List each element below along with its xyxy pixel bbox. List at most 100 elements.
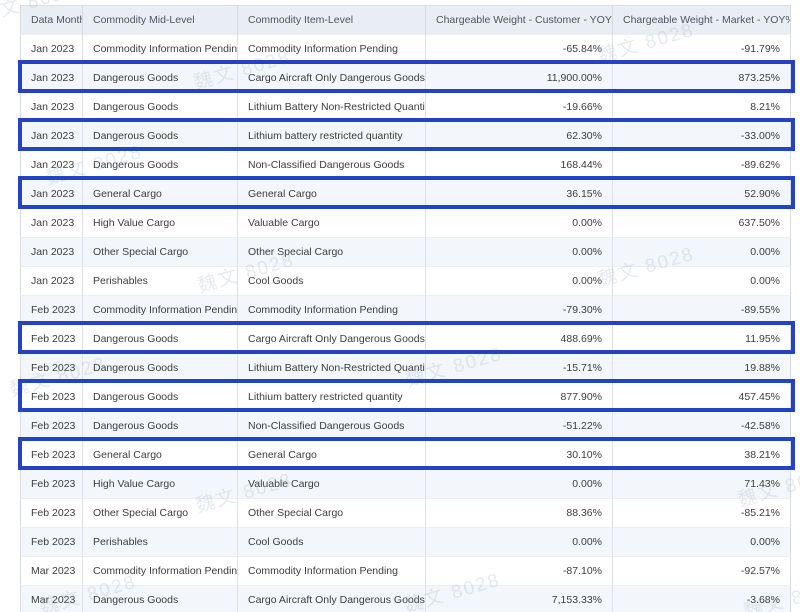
cell-customer: -79.30% [425,295,613,325]
table-row: Jan 2023 Perishables Cool Goods 0.00% 0.00% [20,266,791,296]
cell-mid: Dangerous Goods [82,382,238,412]
table-row: Feb 2023 Dangerous Goods Non-Classified Da… [20,411,791,441]
cell-mid: Dangerous Goods [82,411,238,441]
cell-item: Non-Classified Dangerous Goods [237,411,426,441]
cell-market: -85.21% [612,498,791,528]
cell-customer: 0.00% [425,208,613,238]
table-row: Jan 2023 Dangerous Goods Cargo Aircraft On… [20,63,791,93]
cell-mid: Dangerous Goods [82,121,238,151]
cell-mid: Commodity Information Pending [82,295,238,325]
cell-month: Feb 2023 [20,498,83,528]
column-header-item[interactable]: Commodity Item-Level [237,5,426,35]
cell-item: Cool Goods [237,266,426,296]
cell-customer: 0.00% [425,527,613,557]
cell-market: 11.95% [612,324,791,354]
cell-customer: 168.44% [425,150,613,180]
table-row: Feb 2023 Dangerous Goods Cargo Aircraft On… [20,324,791,354]
cell-customer: 11,900.00% [425,63,613,93]
table-row: Feb 2023 Dangerous Goods Lithium Battery N… [20,353,791,383]
cell-customer: -15.71% [425,353,613,383]
cell-mid: Perishables [82,527,238,557]
cell-customer: 62.30% [425,121,613,151]
cell-mid: Commodity Information Pending [82,556,238,586]
cell-item: Other Special Cargo [237,498,426,528]
table-row: Jan 2023 Commodity Information Pending Com… [20,34,791,64]
table-row: Feb 2023 Other Special Cargo Other Special… [20,498,791,528]
cell-mid: High Value Cargo [82,208,238,238]
cell-customer: 877.90% [425,382,613,412]
table-row: Mar 2023 Commodity Information Pending Com… [20,556,791,586]
cell-item: Lithium Battery Non-Restricted Quantity [237,92,426,122]
cell-month: Feb 2023 [20,527,83,557]
cell-market: -89.62% [612,150,791,180]
cell-customer: 36.15% [425,179,613,209]
cell-item: Cargo Aircraft Only Dangerous Goods [237,63,426,93]
cell-customer: 0.00% [425,469,613,499]
cell-month: Mar 2023 [20,556,83,586]
cell-item: Lithium battery restricted quantity [237,121,426,151]
cell-customer: -19.66% [425,92,613,122]
cell-month: Jan 2023 [20,92,83,122]
cell-month: Feb 2023 [20,440,83,470]
commodity-yoy-table: Data Month Commodity Mid-Level Commodity I… [20,5,791,612]
cell-customer: -65.84% [425,34,613,64]
cell-mid: Commodity Information Pending [82,34,238,64]
cell-customer: 0.00% [425,237,613,267]
cell-mid: High Value Cargo [82,469,238,499]
cell-item: Lithium Battery Non-Restricted Quantity [237,353,426,383]
cell-market: -3.68% [612,585,791,612]
cell-market: 873.25% [612,63,791,93]
cell-market: -42.58% [612,411,791,441]
cell-mid: Perishables [82,266,238,296]
cell-mid: Dangerous Goods [82,63,238,93]
table-row: Jan 2023 Dangerous Goods Non-Classified Da… [20,150,791,180]
table-row: Jan 2023 High Value Cargo Valuable Cargo 0.… [20,208,791,238]
cell-mid: Dangerous Goods [82,150,238,180]
cell-month: Jan 2023 [20,34,83,64]
cell-market: -89.55% [612,295,791,325]
table-header-row: Data Month Commodity Mid-Level Commodity I… [20,5,791,35]
cell-customer: -51.22% [425,411,613,441]
table-row: Feb 2023 High Value Cargo Valuable Cargo 0.… [20,469,791,499]
cell-market: 637.50% [612,208,791,238]
cell-mid: Dangerous Goods [82,353,238,383]
cell-mid: Other Special Cargo [82,237,238,267]
cell-month: Feb 2023 [20,324,83,354]
cell-month: Jan 2023 [20,150,83,180]
column-header-customer[interactable]: Chargeable Weight - Customer - YOY% [425,5,613,35]
cell-month: Jan 2023 [20,179,83,209]
cell-market: 38.21% [612,440,791,470]
table-row: Feb 2023 Perishables Cool Goods 0.00% 0.00% [20,527,791,557]
cell-mid: General Cargo [82,179,238,209]
table-row: Feb 2023 General Cargo General Cargo 30.10%… [20,440,791,470]
cell-customer: 30.10% [425,440,613,470]
cell-market: 0.00% [612,237,791,267]
cell-market: 8.21% [612,92,791,122]
cell-market: -33.00% [612,121,791,151]
cell-mid: Dangerous Goods [82,585,238,612]
cell-market: -91.79% [612,34,791,64]
cell-month: Jan 2023 [20,63,83,93]
cell-mid: General Cargo [82,440,238,470]
cell-item: Commodity Information Pending [237,295,426,325]
cell-mid: Dangerous Goods [82,92,238,122]
cell-month: Feb 2023 [20,295,83,325]
cell-customer: 488.69% [425,324,613,354]
cell-item: General Cargo [237,179,426,209]
table-row: Jan 2023 Other Special Cargo Other Special… [20,237,791,267]
table-wrap: Data Month Commodity Mid-Level Commodity I… [20,5,791,612]
table-body: Jan 2023 Commodity Information Pending Com… [20,34,791,612]
column-header-mid[interactable]: Commodity Mid-Level [82,5,238,35]
table-row: Feb 2023 Commodity Information Pending Com… [20,295,791,325]
cell-mid: Dangerous Goods [82,324,238,354]
cell-item: Commodity Information Pending [237,556,426,586]
cell-item: Valuable Cargo [237,469,426,499]
cell-month: Jan 2023 [20,208,83,238]
column-header-month[interactable]: Data Month [20,5,83,35]
cell-mid: Other Special Cargo [82,498,238,528]
cell-item: Non-Classified Dangerous Goods [237,150,426,180]
column-header-market[interactable]: Chargeable Weight - Market - YOY% [612,5,791,35]
cell-month: Feb 2023 [20,411,83,441]
cell-item: Commodity Information Pending [237,34,426,64]
